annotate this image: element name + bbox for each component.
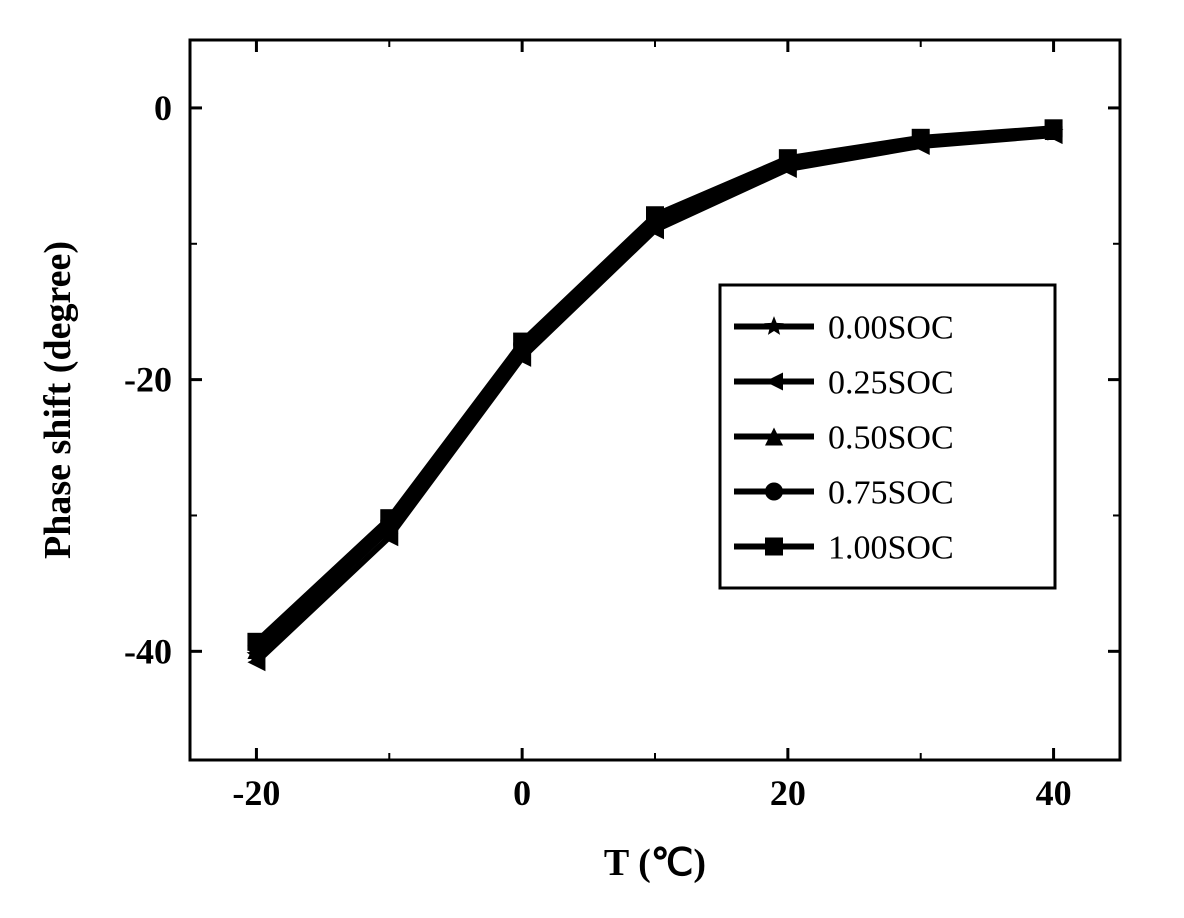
x-tick-label: -20 [232, 773, 280, 813]
y-tick-label: -40 [124, 631, 172, 671]
phase-shift-chart: -20 0 20 40 -40 -20 0 T (℃) Phase shift (degree)… [0, 0, 1184, 918]
legend: 0.00SOC 0.25SOC 0.50SOC 0.75SOC 1.00SOC [720, 285, 1055, 588]
x-tick-label: 0 [513, 773, 531, 813]
marker-square-icon [380, 509, 398, 527]
y-tick-label: -20 [124, 360, 172, 400]
marker-square-icon [513, 333, 531, 351]
marker-square-icon [765, 538, 783, 556]
marker-circle-icon [765, 483, 783, 501]
marker-square-icon [912, 129, 930, 147]
y-tick-label: 0 [154, 88, 172, 128]
legend-item-label: 0.25SOC [828, 364, 954, 401]
x-axis-label: T (℃) [604, 842, 706, 884]
chart-container: -20 0 20 40 -40 -20 0 T (℃) Phase shift (degree)… [0, 0, 1184, 918]
y-axis-label: Phase shift (degree) [37, 241, 79, 559]
legend-item-label: 1.00SOC [828, 529, 954, 566]
legend-item-label: 0.75SOC [828, 474, 954, 511]
marker-square-icon [779, 149, 797, 167]
legend-item-label: 0.50SOC [828, 419, 954, 456]
marker-square-icon [646, 206, 664, 224]
x-tick-label: 40 [1036, 773, 1072, 813]
legend-item-label: 0.00SOC [828, 309, 954, 346]
marker-square-icon [1045, 119, 1063, 137]
marker-square-icon [247, 633, 265, 651]
x-tick-label: 20 [770, 773, 806, 813]
